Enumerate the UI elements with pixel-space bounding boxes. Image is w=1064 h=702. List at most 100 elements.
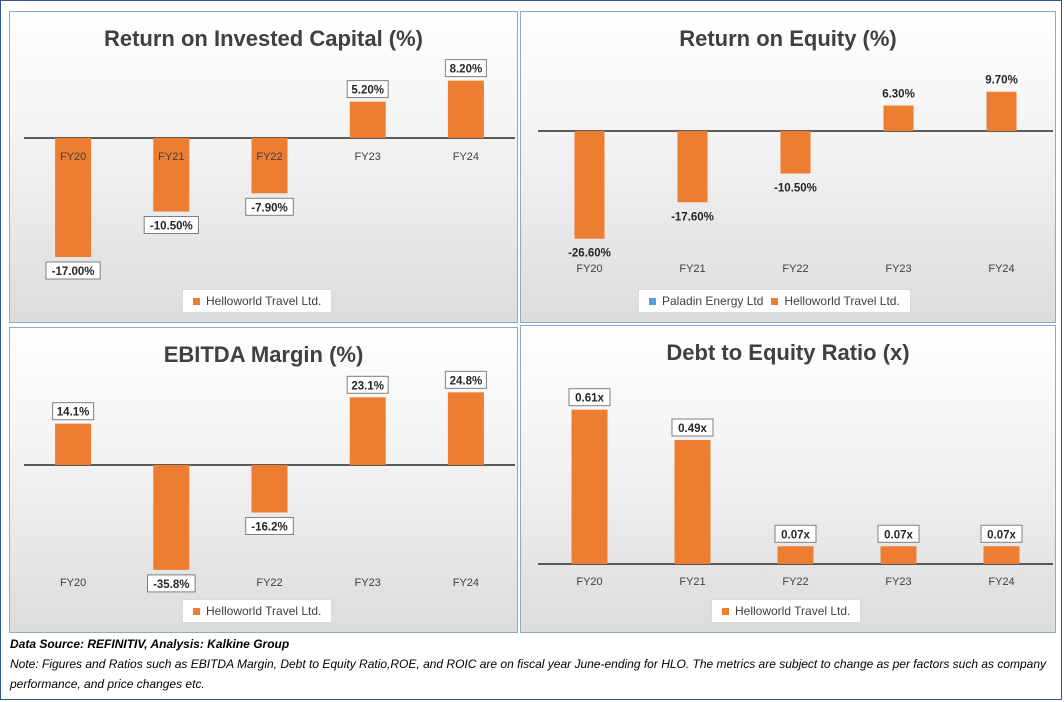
data-label: 14.1% bbox=[57, 407, 90, 419]
data-label: -16.2% bbox=[251, 521, 287, 533]
bar-fy21 bbox=[153, 465, 190, 570]
chart-legend: Helloworld Travel Ltd. bbox=[711, 599, 862, 623]
data-label-box bbox=[671, 418, 714, 437]
roic-chart: FY20 -17.00% FY21 -10.50% FY22 -7.90% FY23 5.20… bbox=[24, 59, 515, 280]
debt-to-equity-chart: FY20 0.61x FY21 0.49x FY22 0.07x FY23 0.07x FY24… bbox=[538, 388, 1053, 588]
category-label: FY23 bbox=[355, 577, 381, 589]
legend-swatch bbox=[771, 297, 779, 305]
bar-fy22 bbox=[780, 131, 811, 174]
category-label: FY24 bbox=[453, 577, 479, 589]
category-label: FY20 bbox=[576, 576, 602, 588]
bar-fy20 bbox=[55, 423, 92, 465]
category-label: FY22 bbox=[256, 577, 282, 589]
chart-title: EBITDA Margin (%) bbox=[163, 342, 364, 367]
legend-item: Helloworld Travel Ltd. bbox=[193, 604, 321, 618]
data-label: -17.00% bbox=[52, 266, 95, 278]
data-label: -10.50% bbox=[150, 221, 193, 233]
data-label: 0.49x bbox=[678, 423, 707, 435]
data-label: 5.20% bbox=[351, 85, 384, 97]
data-label-box bbox=[568, 388, 611, 407]
bar-fy21 bbox=[674, 440, 711, 564]
category-label: FY24 bbox=[988, 263, 1014, 275]
chart-legend: Paladin Energy Ltd Helloworld Travel Ltd. bbox=[638, 289, 911, 313]
bar-fy23 bbox=[349, 101, 386, 138]
chart-title: Debt to Equity Ratio (x) bbox=[666, 340, 910, 365]
data-label-box bbox=[444, 59, 487, 78]
data-label-box bbox=[877, 524, 920, 543]
legend-swatch bbox=[722, 607, 729, 615]
data-label: -26.60% bbox=[568, 248, 611, 260]
bar-fy24 bbox=[447, 80, 484, 138]
category-label: FY24 bbox=[453, 151, 479, 163]
bar-fy23 bbox=[880, 546, 917, 564]
data-label: 8.20% bbox=[450, 64, 483, 76]
data-label-box bbox=[45, 261, 101, 280]
footer: Data Source: REFINITIV, Analysis: Kalkin… bbox=[10, 634, 1056, 694]
data-label: 9.70% bbox=[985, 75, 1018, 87]
category-label: FY22 bbox=[256, 151, 282, 163]
roe-chart: FY20 -26.60% FY21 -17.60% FY22 -10.50% FY23 6.3… bbox=[538, 75, 1053, 275]
roe-chart-panel: Return on Equity (%) FY20 -26.60% FY21 -17.… bbox=[520, 11, 1056, 323]
legend-label: Helloworld Travel Ltd. bbox=[735, 604, 851, 618]
legend-label: Helloworld Travel Ltd. bbox=[784, 294, 900, 308]
category-label: FY22 bbox=[782, 263, 808, 275]
roic-chart-panel: Return on Invested Capital (%) FY20 -17.0… bbox=[9, 11, 518, 323]
data-label-box bbox=[346, 80, 389, 99]
category-label: FY20 bbox=[60, 577, 86, 589]
data-label-box bbox=[444, 370, 487, 389]
ebitda-chart: FY2014.1%FY21-35.8%FY22-16.2%FY2323.1%FY… bbox=[24, 370, 515, 593]
data-label-box bbox=[143, 216, 199, 234]
data-label: 0.61x bbox=[575, 393, 604, 405]
legend-label: Helloworld Travel Ltd. bbox=[206, 294, 322, 308]
category-label: FY23 bbox=[885, 263, 911, 275]
category-label: FY20 bbox=[576, 263, 602, 275]
bar-fy20 bbox=[55, 138, 92, 257]
legend-swatch bbox=[649, 297, 656, 305]
data-label: -10.50% bbox=[774, 183, 817, 195]
data-label: 23.1% bbox=[351, 380, 384, 392]
data-label-box bbox=[346, 375, 389, 394]
chart-title: Return on Equity (%) bbox=[679, 26, 897, 51]
data-label: -35.8% bbox=[153, 579, 189, 591]
category-label: FY22 bbox=[782, 576, 808, 588]
category-label: FY23 bbox=[885, 576, 911, 588]
legend-item: Helloworld Travel Ltd. bbox=[722, 604, 850, 618]
bar-fy20 bbox=[571, 409, 608, 564]
bar-fy24 bbox=[986, 91, 1017, 131]
data-source: Data Source: REFINITIV, Analysis: Kalkin… bbox=[10, 637, 290, 651]
category-label: FY24 bbox=[988, 576, 1014, 588]
category-label: FY21 bbox=[679, 576, 705, 588]
legend-item: Helloworld Travel Ltd. bbox=[771, 294, 900, 308]
data-label-box bbox=[774, 524, 817, 543]
category-label: FY21 bbox=[158, 151, 184, 163]
chart-title: Return on Invested Capital (%) bbox=[103, 26, 424, 51]
data-label: 0.07x bbox=[781, 529, 810, 541]
legend-item: Helloworld Travel Ltd. bbox=[193, 294, 321, 308]
bar-fy24 bbox=[983, 546, 1020, 564]
bar-fy20 bbox=[574, 131, 605, 239]
category-label: FY23 bbox=[355, 151, 381, 163]
legend-label: Helloworld Travel Ltd. bbox=[206, 604, 322, 618]
legend-swatch bbox=[193, 297, 200, 305]
data-label-box bbox=[980, 524, 1023, 543]
data-label: 0.07x bbox=[987, 529, 1016, 541]
debt-to-equity-chart-panel: Debt to Equity Ratio (x) FY20 0.61x FY21 0.… bbox=[520, 325, 1056, 633]
bar-fy21 bbox=[677, 131, 708, 203]
category-label: FY20 bbox=[60, 151, 86, 163]
data-label: 24.8% bbox=[450, 375, 483, 387]
data-label-box bbox=[52, 402, 95, 421]
footer-note: Note: Figures and Ratios such as EBITDA … bbox=[10, 657, 1047, 691]
bar-fy22 bbox=[251, 465, 288, 513]
bar-fy23 bbox=[883, 105, 914, 131]
bar-fy22 bbox=[251, 138, 288, 194]
data-label: 6.30% bbox=[882, 88, 915, 100]
data-label-box bbox=[147, 574, 196, 593]
legend-swatch bbox=[193, 607, 200, 615]
category-label: FY21 bbox=[679, 263, 705, 275]
legend-item: Paladin Energy Ltd bbox=[649, 294, 763, 308]
data-label-box bbox=[245, 197, 294, 216]
bar-fy21 bbox=[153, 138, 190, 212]
data-label-box bbox=[245, 516, 294, 535]
bar-fy23 bbox=[349, 397, 386, 465]
